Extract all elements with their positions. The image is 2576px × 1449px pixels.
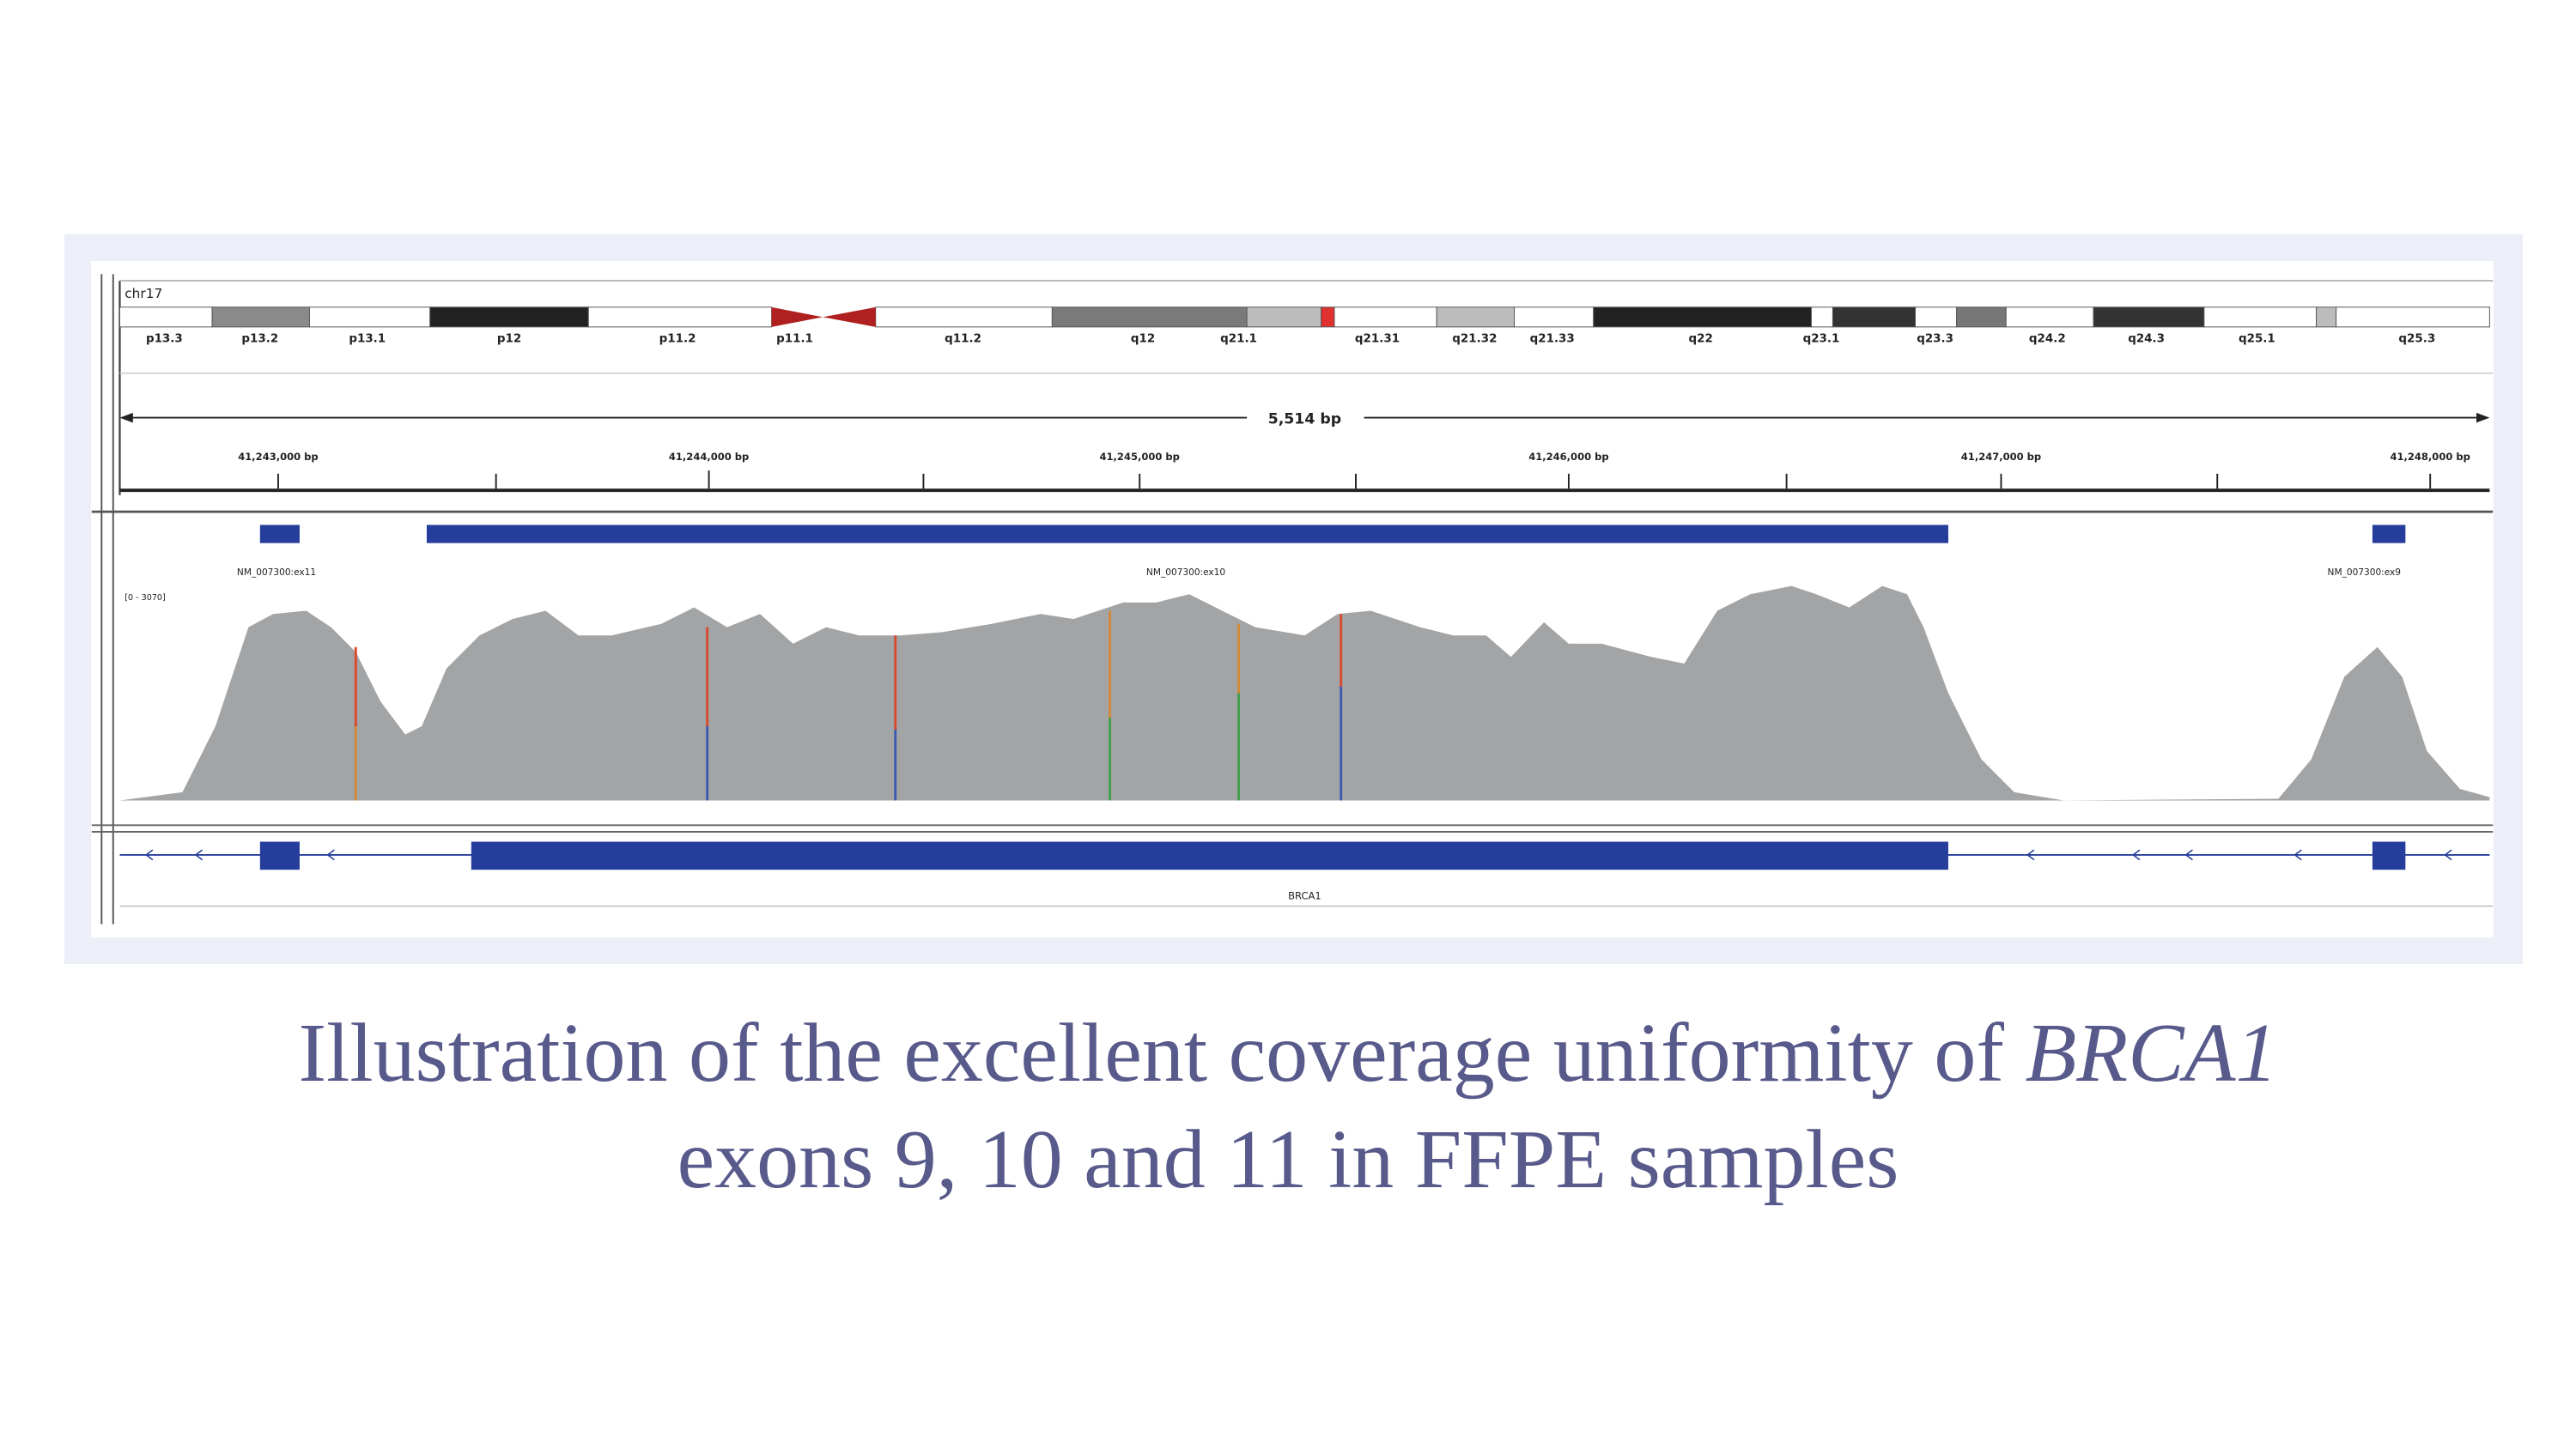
band bbox=[1514, 306, 1595, 328]
igv-frame bbox=[91, 274, 2494, 925]
band bbox=[1436, 306, 1515, 328]
exon-label: NM_007300:ex11 bbox=[237, 567, 316, 578]
exon-label: NM_007300:ex9 bbox=[2328, 567, 2401, 578]
band-label: q24.3 bbox=[2128, 332, 2165, 345]
caption-text: exons 9, 10 and 11 in FFPE samples bbox=[677, 1113, 1899, 1206]
band-label: q12 bbox=[1131, 332, 1155, 345]
band bbox=[1051, 306, 1248, 328]
band-label: q21.1 bbox=[1220, 332, 1257, 345]
position-label: 41,245,000 bp bbox=[1100, 451, 1180, 463]
strand-arrows bbox=[144, 849, 2452, 861]
band bbox=[2316, 306, 2337, 328]
band bbox=[875, 306, 1053, 328]
band bbox=[118, 306, 213, 328]
band bbox=[308, 306, 431, 328]
gene-exon bbox=[2372, 841, 2406, 870]
gene-exon bbox=[471, 841, 1948, 870]
band bbox=[1593, 306, 1812, 328]
band-label: q25.1 bbox=[2239, 332, 2275, 345]
igv-view: chr17 5,514 bp [0 - 3070] BRCA1 p13.3 p13… bbox=[91, 261, 2494, 937]
band bbox=[2336, 306, 2490, 328]
band-label: q23.3 bbox=[1917, 332, 1953, 345]
gene-exon bbox=[259, 841, 300, 870]
ruler-ticks bbox=[276, 470, 2432, 489]
ideogram bbox=[118, 306, 2490, 328]
exon-feature bbox=[259, 524, 300, 543]
band bbox=[587, 306, 773, 328]
variant-bars bbox=[354, 610, 1343, 801]
caption: Illustration of the excellent coverage u… bbox=[0, 1000, 2576, 1213]
caption-line: Illustration of the excellent coverage u… bbox=[0, 1000, 2576, 1106]
band-label: q25.3 bbox=[2398, 332, 2435, 345]
caption-text: Illustration of the excellent coverage u… bbox=[298, 1007, 2005, 1100]
position-label: 41,246,000 bp bbox=[1528, 451, 1608, 463]
band bbox=[2005, 306, 2094, 328]
band bbox=[211, 306, 310, 328]
band bbox=[429, 306, 589, 328]
position-label: 41,244,000 bp bbox=[669, 451, 749, 463]
band-label: q21.32 bbox=[1452, 332, 1497, 345]
band-label: p13.1 bbox=[349, 332, 386, 345]
exon-feature bbox=[2372, 524, 2406, 543]
band bbox=[1334, 306, 1437, 328]
position-label: 41,243,000 bp bbox=[238, 451, 318, 463]
exon-label: NM_007300:ex10 bbox=[1146, 567, 1225, 578]
band-label: q21.33 bbox=[1530, 332, 1575, 345]
band-label: p11.2 bbox=[659, 332, 696, 345]
band bbox=[2203, 306, 2318, 328]
band-label: p11.1 bbox=[776, 332, 813, 345]
band-label: p13.2 bbox=[241, 332, 278, 345]
position-label: 41,247,000 bp bbox=[1961, 451, 2041, 463]
band-label: q22 bbox=[1689, 332, 1713, 345]
band-label: q11.2 bbox=[945, 332, 981, 345]
band bbox=[1810, 306, 1833, 328]
gene-label: BRCA1 bbox=[1288, 889, 1321, 901]
band bbox=[1956, 306, 2007, 328]
coverage-area bbox=[119, 585, 2490, 801]
exon-feature bbox=[426, 524, 1948, 543]
figure-panel: chr17 5,514 bp [0 - 3070] BRCA1 p13.3 p13… bbox=[64, 234, 2523, 964]
caption-gene: BRCA1 bbox=[2025, 1007, 2278, 1100]
band bbox=[2093, 306, 2205, 328]
span-label: 5,514 bp bbox=[1268, 411, 1341, 428]
band bbox=[1832, 306, 1917, 328]
band-label: q24.2 bbox=[2029, 332, 2066, 345]
band bbox=[1246, 306, 1322, 328]
band-label: q21.31 bbox=[1355, 332, 1400, 345]
band bbox=[1321, 306, 1335, 328]
band-label: p13.3 bbox=[146, 332, 183, 345]
band-label: p12 bbox=[497, 332, 521, 345]
chromosome-label: chr17 bbox=[125, 286, 162, 301]
centromere bbox=[771, 306, 876, 327]
band bbox=[1915, 306, 1958, 328]
band-label: q23.1 bbox=[1803, 332, 1840, 345]
coverage-range: [0 - 3070] bbox=[125, 593, 166, 603]
position-label: 41,248,000 bp bbox=[2391, 451, 2470, 463]
